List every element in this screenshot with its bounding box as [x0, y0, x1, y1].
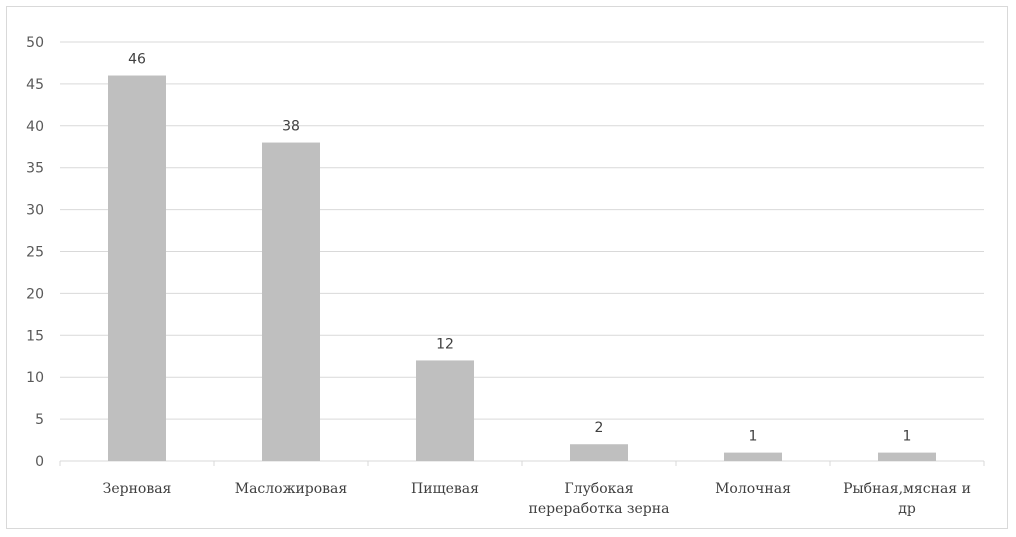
- bar: [108, 75, 166, 462]
- data-label: 12: [436, 336, 454, 352]
- x-tick-label: переработка зерна: [529, 501, 670, 517]
- x-tick-label: др: [898, 501, 916, 517]
- y-tick-label: 40: [26, 119, 44, 135]
- y-tick-label: 15: [26, 328, 44, 344]
- data-label: 2: [595, 420, 604, 436]
- y-tick-label: 25: [26, 245, 44, 261]
- data-label: 1: [749, 429, 758, 445]
- bar: [878, 452, 936, 461]
- chart-frame: [6, 6, 1008, 529]
- x-tick-label: Глубокая: [564, 481, 633, 497]
- y-tick-label: 35: [26, 161, 44, 177]
- y-tick-label: 10: [26, 370, 44, 386]
- y-tick-label: 30: [26, 203, 44, 219]
- data-label: 1: [903, 429, 912, 445]
- y-tick-label: 5: [35, 412, 44, 428]
- y-tick-label: 0: [35, 454, 44, 470]
- x-tick-label: Пищевая: [411, 481, 479, 497]
- bar: [262, 142, 320, 461]
- y-tick-label: 50: [26, 35, 44, 51]
- bar: [570, 444, 628, 461]
- bar: [416, 360, 474, 461]
- data-label: 38: [282, 119, 300, 135]
- x-tick-label: Зерновая: [103, 481, 172, 497]
- x-tick-label: Рыбная,мясная и: [843, 481, 971, 497]
- y-tick-label: 20: [26, 286, 44, 302]
- bar: [724, 452, 782, 461]
- x-tick-label: Молочная: [715, 481, 791, 497]
- y-tick-label: 45: [26, 77, 44, 93]
- x-tick-label: Масложировая: [235, 481, 348, 497]
- data-label: 46: [128, 52, 146, 68]
